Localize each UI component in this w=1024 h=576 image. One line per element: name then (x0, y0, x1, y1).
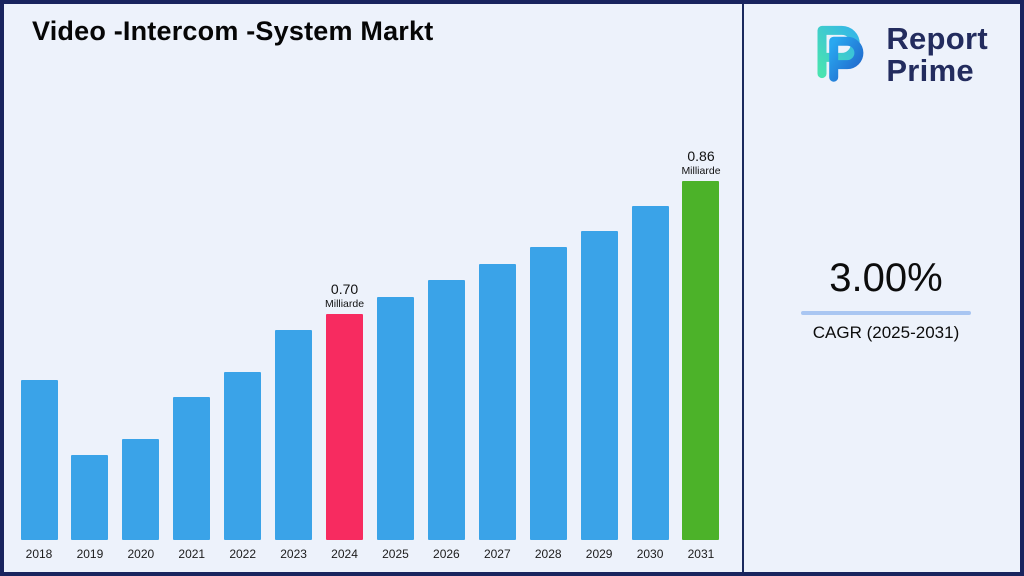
x-tick-2026: 2026 (433, 547, 460, 561)
x-tick-2019: 2019 (76, 547, 104, 561)
x-tick-2030: 2030 (636, 547, 664, 561)
bar-group-2018: 2018 (20, 380, 58, 562)
cagr-underline (801, 311, 971, 315)
bar-2026 (427, 280, 465, 540)
bar-2023 (275, 330, 313, 540)
x-tick-2024: 2024 (331, 547, 358, 561)
bar-group-2025: 2025 (376, 297, 414, 562)
vertical-divider (742, 4, 744, 572)
x-tick-2018: 2018 (25, 547, 53, 561)
brand-logo: Report Prime (804, 16, 988, 93)
bar-group-2024: 0.70 Milliarde 2024 (324, 281, 365, 562)
bar-group-2020: 2020 (122, 439, 160, 562)
x-tick-2027: 2027 (483, 547, 511, 561)
x-tick-2029: 2029 (585, 547, 613, 561)
report-prime-logo-icon (804, 16, 876, 93)
bar-2018 (20, 380, 58, 540)
bar-group-2028: 2028 (529, 247, 567, 562)
bar-group-2022: 2022 (224, 372, 262, 562)
x-tick-2021: 2021 (178, 547, 206, 561)
bar-group-2021: 2021 (173, 397, 211, 562)
bar-value-label-2024: 0.70 Milliarde (324, 281, 365, 310)
bar-2029 (580, 231, 618, 540)
page-title: Video -Intercom -System Markt (32, 16, 434, 46)
cagr-label: CAGR (2025-2031) (812, 323, 960, 342)
x-tick-2023: 2023 (280, 547, 307, 561)
bar-2020 (122, 439, 160, 540)
brand-name-line1: Report (886, 20, 988, 56)
bar-2025 (376, 297, 414, 540)
bar-2021 (173, 397, 211, 540)
bar-group-2019: 2019 (71, 455, 109, 562)
bar-group-2023: 2023 (275, 330, 313, 562)
bar-2027 (478, 264, 516, 540)
brand-name: Report Prime (886, 23, 988, 86)
x-tick-2022: 2022 (229, 547, 257, 561)
bar-2028 (529, 247, 567, 540)
bar-group-2029: 2029 (580, 231, 618, 562)
cagr-value: 3.00% (829, 256, 943, 300)
x-tick-2020: 2020 (127, 547, 155, 561)
bar-2022 (224, 372, 262, 540)
brand-name-line2: Prime (886, 52, 974, 88)
bar-2031 (682, 181, 720, 540)
bar-group-2030: 2030 (631, 206, 669, 562)
bar-group-2027: 2027 (478, 264, 516, 562)
bar-2019 (71, 455, 109, 540)
bar-2030 (631, 206, 669, 540)
bar-group-2031: 0.86 Milliarde 2031 (681, 148, 721, 562)
bar-group-2026: 2026 (427, 280, 465, 562)
x-tick-2028: 2028 (534, 547, 562, 561)
bar-2024 (326, 314, 364, 540)
bar-chart: 2018 2019 2020 2021 2022 2023 0.70 Milliarde 202… (20, 148, 721, 562)
cagr-block: 3.00% CAGR (2025-2031) (752, 256, 1020, 343)
bar-value-label-2031: 0.86 Milliarde (681, 148, 721, 177)
x-tick-2031: 2031 (687, 547, 715, 561)
x-tick-2025: 2025 (382, 547, 409, 561)
